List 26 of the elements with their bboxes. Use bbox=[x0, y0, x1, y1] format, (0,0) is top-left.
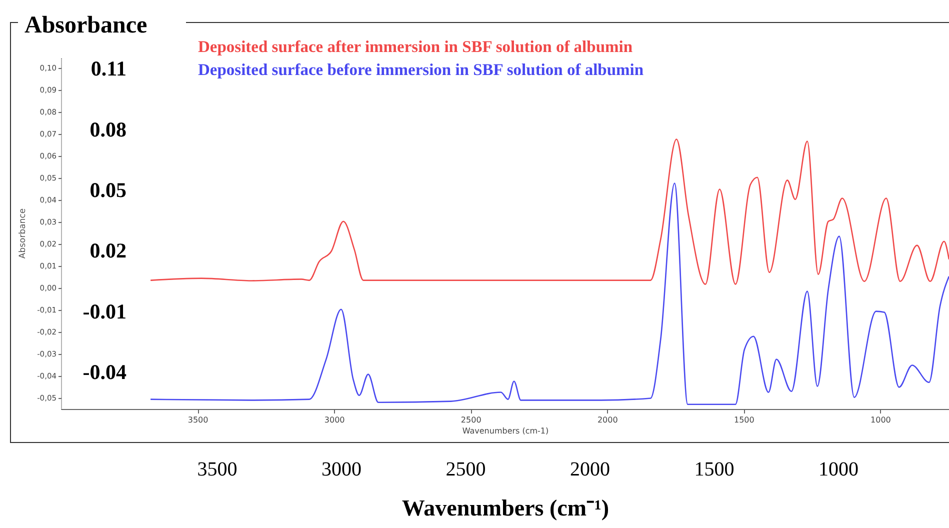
text: Deposited surface after immersion in SBF solution of albumin bbox=[198, 37, 633, 56]
x-tick-label: 2500 bbox=[460, 416, 482, 424]
y-axis-title: Absorbance bbox=[18, 208, 28, 259]
x2-tick-label: 3500 bbox=[197, 458, 238, 480]
y2-tick-label: -0.04 bbox=[82, 360, 127, 384]
x2-tick-label: 3000 bbox=[322, 458, 362, 480]
x2-tick-label: 1500 bbox=[694, 458, 734, 480]
x2-axis-title: Wavenumbers (cm⁻¹) bbox=[402, 496, 610, 520]
y2-tick-label: 0.11 bbox=[90, 56, 126, 81]
text: Deposited surface before immersion in SBF solution of albumin bbox=[198, 60, 644, 79]
x-axis-title: Wavenumbers (cm-1) bbox=[462, 426, 549, 436]
x-tick-label: 2000 bbox=[597, 416, 618, 424]
y2-tick-label: -0.01 bbox=[82, 299, 126, 324]
y2-tick-label: 0.02 bbox=[90, 238, 126, 263]
x-tick-label: 1500 bbox=[734, 416, 754, 424]
x-tick-label: 3000 bbox=[324, 416, 345, 424]
x2-tick-label: 1000 bbox=[818, 458, 858, 480]
x2-tick-label: 2500 bbox=[446, 458, 486, 480]
x-tick-label: 3500 bbox=[188, 416, 208, 424]
x2-tick-label: 2000 bbox=[570, 458, 610, 480]
y2-tick-label: 0.05 bbox=[90, 178, 126, 202]
line-series bbox=[150, 138, 949, 285]
y2-axis-title: Absorbance bbox=[24, 12, 148, 38]
line-series bbox=[150, 182, 949, 406]
y2-tick-label: 0.08 bbox=[90, 117, 126, 142]
x-tick-label: 1000 bbox=[870, 416, 891, 424]
